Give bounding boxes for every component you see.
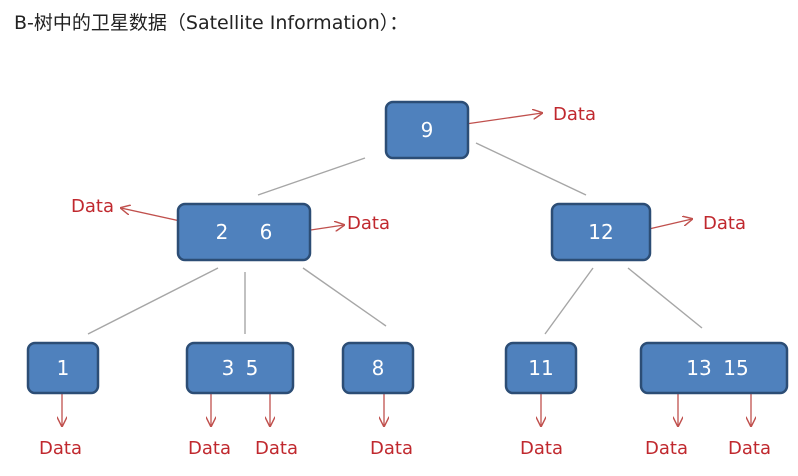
data-label-key-11: Data — [520, 438, 563, 459]
node-box — [639, 341, 789, 395]
node-box — [185, 341, 295, 395]
node-key-5: 5 — [246, 356, 259, 380]
node-key-2: 2 — [216, 220, 229, 244]
node-box — [26, 341, 100, 395]
data-label-key-12: Data — [703, 213, 746, 234]
node-key-11: 11 — [528, 356, 553, 380]
edge-node-12-to-leaf-13-15 — [627, 267, 703, 329]
data-label-root: Data — [553, 104, 596, 125]
page-title: B-树中的卫星数据（Satellite Information）： — [14, 12, 409, 34]
node-box — [384, 100, 470, 160]
data-label-key-2: Data — [71, 196, 114, 217]
tree-leaf-8: 8 — [341, 341, 415, 395]
tree-node-12: 12 — [550, 202, 652, 262]
data-label-key-13: Data — [645, 438, 688, 459]
data-label-key-1: Data — [39, 438, 82, 459]
node-key-3: 3 — [222, 356, 235, 380]
data-label-key-5: Data — [255, 438, 298, 459]
node-key-1: 1 — [57, 356, 70, 380]
node-key-13: 13 — [686, 356, 711, 380]
node-box — [176, 202, 312, 262]
data-label-key-8: Data — [370, 438, 413, 459]
edge-node-2-6-to-leaf-8 — [302, 267, 387, 327]
tree-node-2-6: 2 6 — [176, 202, 312, 262]
node-key-12: 12 — [588, 220, 613, 244]
tree-leaf-1: 1 — [26, 341, 100, 395]
edge-node-12-to-leaf-11 — [544, 267, 594, 335]
edge-root-to-node-12 — [475, 142, 587, 196]
node-box — [550, 202, 652, 262]
node-key-15: 15 — [723, 356, 748, 380]
edge-root-to-node-2-6 — [257, 157, 366, 196]
tree-leaf-13-15: 13 15 — [639, 341, 789, 395]
node-key-9: 9 — [421, 118, 434, 142]
tree-leaf-3-5: 3 5 — [185, 341, 295, 395]
node-key-8: 8 — [372, 356, 385, 380]
node-box — [341, 341, 415, 395]
tree-node-root: 9 — [384, 100, 470, 160]
data-label-key-3: Data — [188, 438, 231, 459]
node-key-6: 6 — [260, 220, 273, 244]
tree-edges — [87, 142, 703, 335]
data-labels: Data Data Data Data Data Data Data Data … — [39, 104, 771, 459]
edge-node-2-6-to-leaf-1 — [87, 267, 219, 335]
node-box — [504, 341, 578, 395]
tree-leaf-11: 11 — [504, 341, 578, 395]
data-label-key-6: Data — [347, 213, 390, 234]
data-label-key-15: Data — [728, 438, 771, 459]
